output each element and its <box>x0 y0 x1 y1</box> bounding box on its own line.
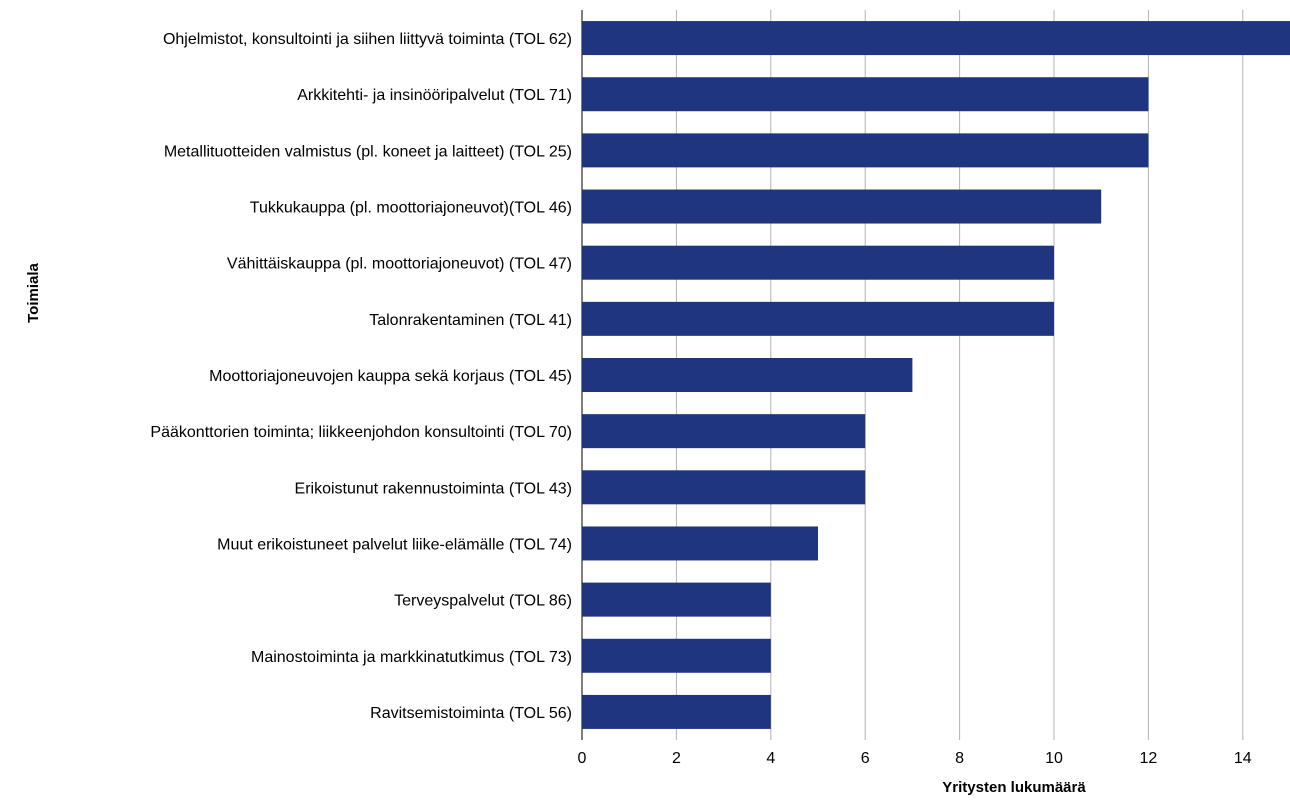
y-axis-title: Toimiala <box>25 262 42 322</box>
category-label: Moottoriajoneuvojen kauppa sekä korjaus … <box>209 368 572 385</box>
category-label: Talonrakentaminen (TOL 41) <box>369 312 572 329</box>
x-axis-title: Yritysten lukumäärä <box>942 779 1086 796</box>
bar <box>582 133 1149 168</box>
category-label: Ravitsemistoiminta (TOL 56) <box>370 705 572 722</box>
bar <box>582 21 1290 56</box>
bar <box>582 245 1054 280</box>
bar <box>582 301 1054 336</box>
x-tick-label: 10 <box>1045 750 1063 767</box>
category-label: Muut erikoistuneet palvelut liike-elämäl… <box>217 536 572 553</box>
x-tick-label: 0 <box>578 750 587 767</box>
bar <box>582 414 866 449</box>
bar <box>582 189 1102 224</box>
category-label: Terveyspalvelut (TOL 86) <box>394 593 572 610</box>
category-labels: Ohjelmistot, konsultointi ja siihen liit… <box>150 31 572 722</box>
bar <box>582 694 771 729</box>
x-tick-label: 4 <box>766 750 775 767</box>
category-label: Pääkonttorien toiminta; liikkeenjohdon k… <box>150 424 572 441</box>
x-tick-labels: 0 2 4 6 8 10 12 14 <box>578 750 1252 767</box>
bar <box>582 526 818 561</box>
category-label: Arkkitehti- ja insinööripalvelut (TOL 71… <box>297 87 572 104</box>
bar <box>582 358 913 392</box>
category-label: Ohjelmistot, konsultointi ja siihen liit… <box>163 31 572 48</box>
bar <box>582 77 1149 112</box>
bars <box>582 21 1290 729</box>
category-label: Mainostoiminta ja markkinatutkimus (TOL … <box>251 649 572 666</box>
category-label: Tukkukauppa (pl. moottoriajoneuvot)(TOL … <box>250 200 572 217</box>
x-tick-label: 14 <box>1234 750 1252 767</box>
x-tick-label: 8 <box>955 750 964 767</box>
x-tick-label: 12 <box>1140 750 1158 767</box>
x-tick-label: 6 <box>861 750 870 767</box>
bar <box>582 470 866 505</box>
category-label: Vähittäiskauppa (pl. moottoriajoneuvot) … <box>227 256 572 273</box>
x-tick-label: 2 <box>672 750 681 767</box>
category-label: Erikoistunut rakennustoiminta (TOL 43) <box>295 480 572 497</box>
bar <box>582 638 771 673</box>
bar <box>582 582 771 617</box>
category-label: Metallituotteiden valmistus (pl. koneet … <box>164 143 572 160</box>
